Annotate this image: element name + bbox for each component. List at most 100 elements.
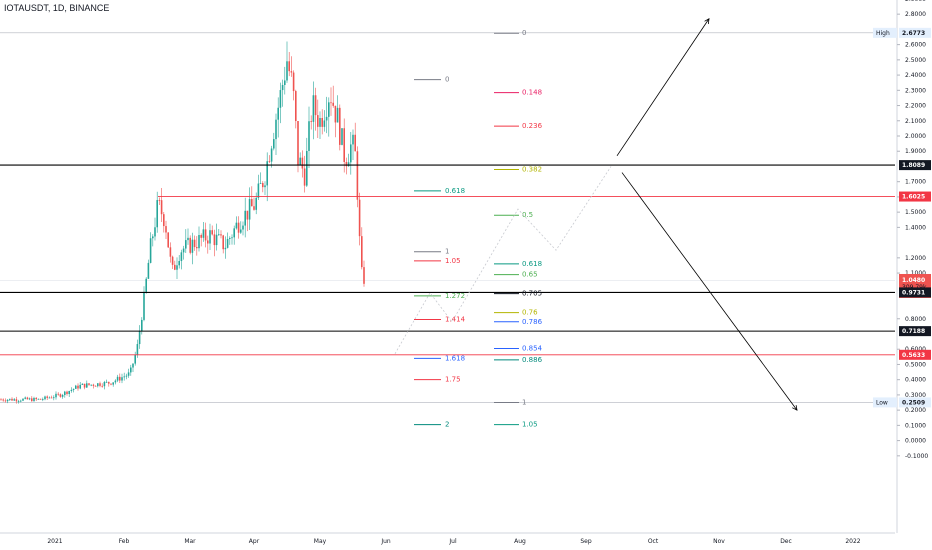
candle-body [268, 161, 271, 163]
candle-body [149, 238, 152, 263]
candle-body [347, 162, 350, 167]
candle-body [97, 383, 99, 387]
candle-body [202, 229, 205, 238]
candle-body [290, 71, 293, 73]
candle-body [240, 229, 242, 233]
price-tag[interactable]: 0.5633 [899, 349, 931, 360]
price-tag[interactable]: 0.2509 Low [873, 397, 931, 408]
fib-left-label: 2 [445, 421, 449, 429]
candle-body [299, 157, 301, 165]
candle-body [132, 363, 134, 368]
candle-body [237, 222, 240, 233]
candle-body [350, 144, 352, 163]
candle-body [200, 235, 202, 238]
time-tick-label: Jul [448, 538, 457, 545]
candle-body [33, 397, 35, 402]
candle-body [42, 399, 44, 400]
fib-right-label: 0.705 [522, 290, 542, 298]
candle-body [198, 235, 200, 249]
price-tick-label: 0.4000 [905, 377, 926, 384]
price-tick-label: -0.1000 [905, 453, 928, 460]
candle-body [281, 84, 284, 91]
fib-right-label: 1.05 [522, 421, 538, 429]
price-tag[interactable]: 1.6025 [899, 191, 931, 202]
fib-left-label: 1.618 [445, 354, 465, 362]
candle-body [286, 61, 288, 81]
candle-body [15, 399, 18, 402]
candle-body [312, 95, 315, 122]
candle-body [105, 381, 108, 383]
candle-body [178, 261, 180, 266]
candle-body [101, 385, 103, 387]
svg-text:1.8089: 1.8089 [902, 162, 925, 169]
candle-body [215, 234, 218, 246]
candle-body [156, 200, 158, 228]
candle-body [319, 117, 321, 127]
candle-body [220, 234, 222, 236]
candle-body [330, 102, 332, 104]
candle-body [4, 400, 7, 402]
candle-body [48, 397, 51, 399]
candle-body [308, 121, 310, 151]
price-tick-label: 0.8000 [905, 316, 926, 323]
candle-body [88, 383, 90, 385]
fib-left-label: 1 [445, 248, 449, 256]
candle-body [24, 397, 26, 399]
candle-body [361, 236, 363, 268]
fib-right-label: 0.76 [522, 309, 538, 317]
candle-body [59, 394, 62, 397]
price-tick-label: 2.6000 [905, 42, 926, 49]
price-tick-label: 2.4000 [905, 72, 926, 79]
candle-body [167, 232, 169, 248]
candle-body [275, 119, 277, 140]
candle-body [125, 375, 128, 377]
fib-right-label: 0.786 [522, 318, 543, 326]
price-tag[interactable]: 0.7188 [899, 326, 931, 337]
candle-body [317, 115, 319, 127]
fib-right-label: 0.5 [522, 211, 533, 219]
candle-body [136, 344, 139, 356]
candles [0, 41, 365, 404]
horizontal-levels [0, 164, 895, 356]
candle-body [99, 383, 101, 386]
candle-body [114, 380, 117, 383]
price-tag[interactable]: 0.9731 [899, 287, 931, 298]
candle-body [154, 227, 156, 237]
candle-body [68, 390, 70, 395]
candle-body [204, 229, 207, 241]
candle-body [121, 377, 123, 381]
candle-body [108, 381, 110, 384]
fib-right-label: 0 [522, 29, 526, 37]
candle-body [119, 376, 121, 381]
candle-body [336, 107, 339, 123]
time-tick-label: Mar [184, 538, 196, 545]
candle-body [46, 396, 48, 398]
grid-lines [0, 32, 895, 403]
candle-body [2, 399, 4, 401]
price-tag[interactable]: 2.6773 High [873, 27, 931, 38]
candle-body [86, 383, 88, 388]
candle-body [242, 225, 244, 230]
bullish-arrow[interactable] [616, 19, 709, 157]
projection-zigzag[interactable] [394, 166, 612, 354]
candle-body [325, 116, 328, 121]
price-axis[interactable]: 3.00002.90002.80002.60002.50002.40002.30… [873, 0, 931, 533]
candle-body [37, 398, 40, 400]
candle-body [339, 107, 341, 145]
time-axis[interactable]: 2021 Feb Mar Apr May Jun Jul Aug Sep Oct Nov Dec 202… [0, 532, 895, 545]
price-tick-label: 0.6000 [905, 346, 926, 353]
bearish-arrow[interactable] [621, 172, 797, 411]
candle-body [75, 385, 77, 389]
price-tag[interactable]: 1.8089 [899, 160, 931, 171]
candle-body [160, 200, 163, 215]
candle-body [303, 168, 306, 186]
candle-body [306, 150, 308, 186]
fib-levels: 00.61811.051.2721.4141.6181.75200.1480.2… [414, 29, 543, 429]
candle-body [284, 80, 286, 85]
candle-body [229, 238, 231, 239]
candle-body [207, 240, 209, 244]
fib-right-label: 0.618 [522, 260, 542, 268]
candle-body [13, 399, 15, 401]
fib-left-label: 1.272 [445, 292, 465, 300]
